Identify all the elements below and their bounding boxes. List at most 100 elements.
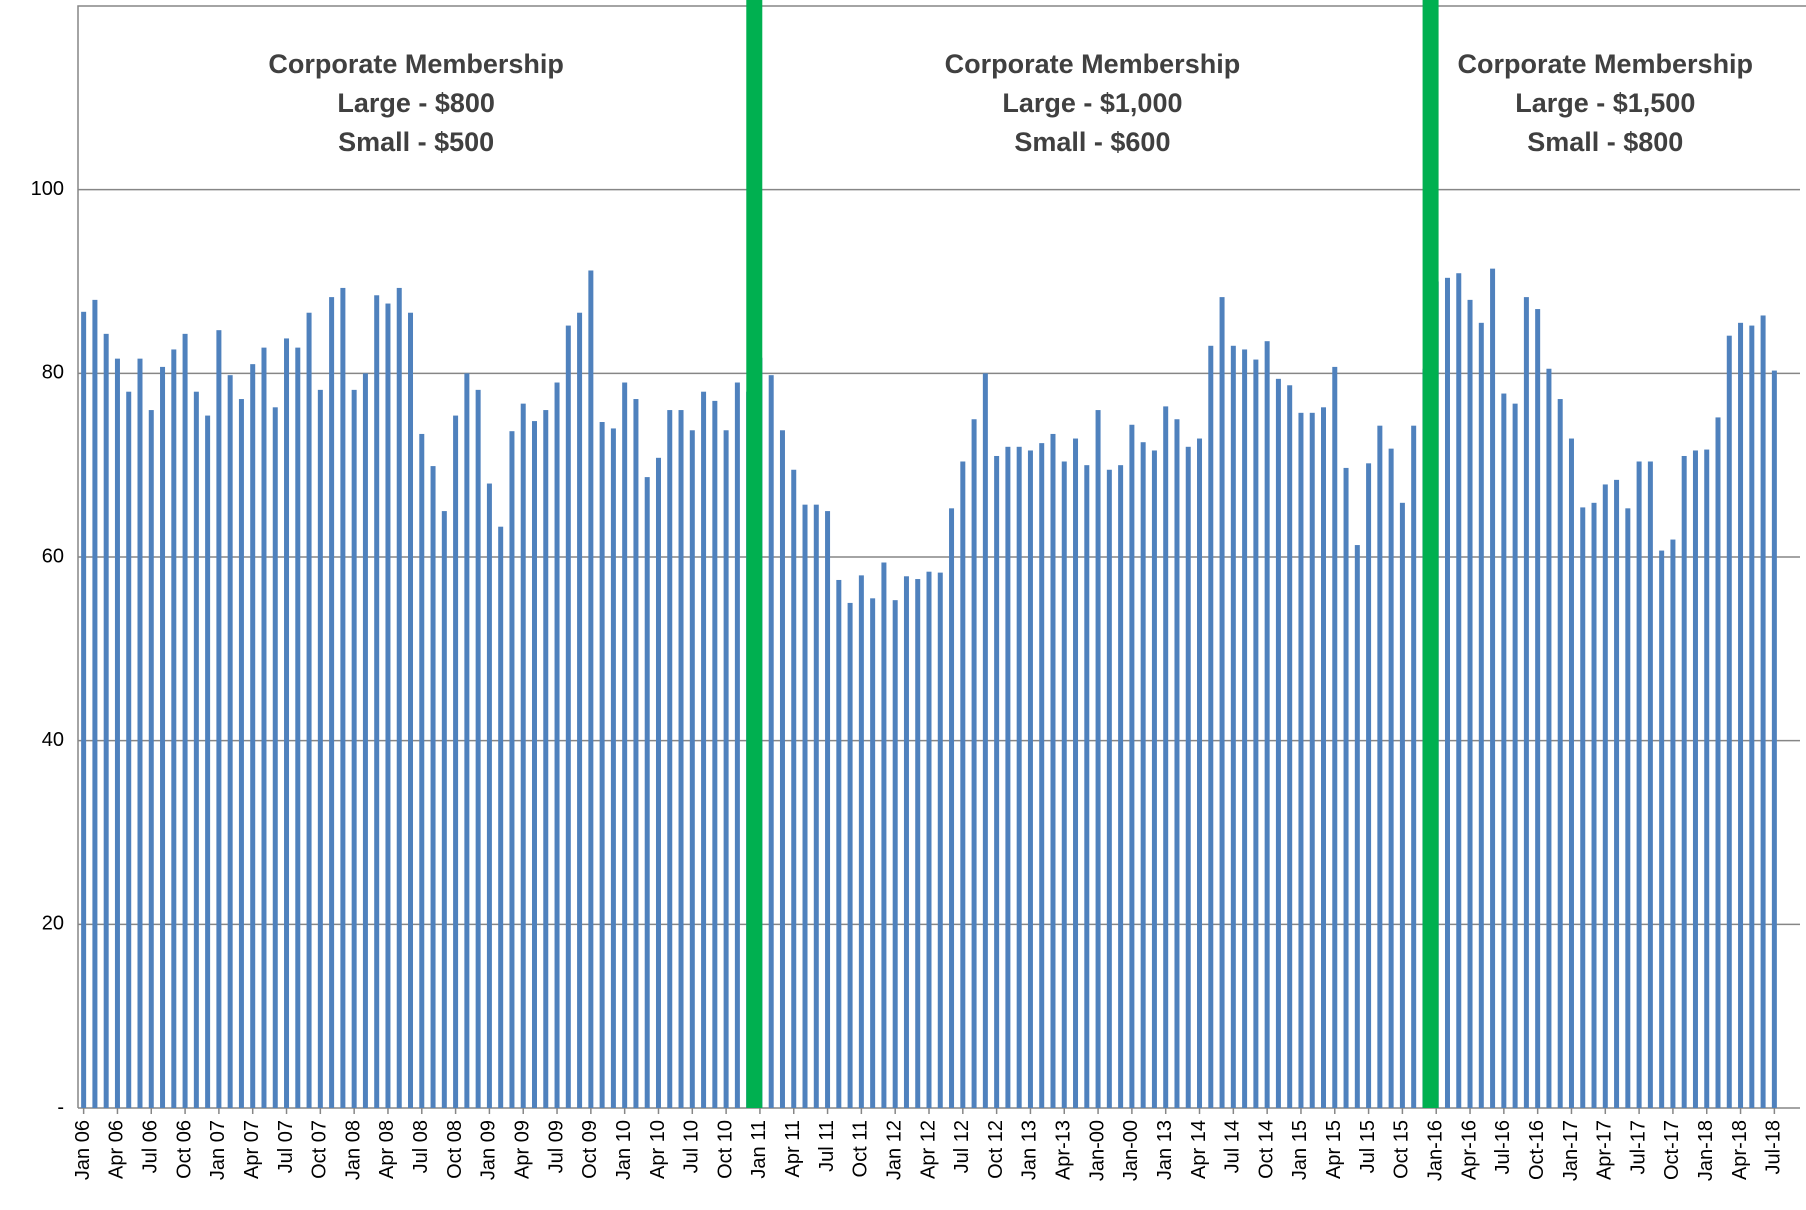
bar — [903, 576, 909, 1108]
bar — [1523, 297, 1529, 1108]
bar — [1388, 448, 1394, 1108]
x-tick-label: Jul 07 — [275, 1120, 297, 1173]
annotation: Large - $1,500 — [1515, 88, 1695, 118]
bar — [1106, 469, 1112, 1109]
x-tick-label: Jan-00 — [1086, 1120, 1108, 1181]
bar — [238, 399, 244, 1109]
divider — [746, 0, 763, 1108]
bar — [261, 347, 267, 1108]
x-tick-label: Apr 06 — [106, 1120, 128, 1179]
bar — [1715, 417, 1721, 1108]
bar — [1580, 507, 1586, 1108]
x-tick-label: Apr 07 — [241, 1120, 263, 1179]
bar — [588, 270, 594, 1109]
bar — [1546, 368, 1552, 1108]
x-tick-label: Jul 14 — [1222, 1120, 1244, 1173]
x-tick-label: Jul-16 — [1492, 1120, 1514, 1174]
bar — [81, 311, 87, 1108]
x-tick-label: Oct 09 — [579, 1120, 601, 1179]
bar — [915, 579, 921, 1108]
bar — [1140, 442, 1146, 1108]
bar — [430, 466, 436, 1109]
bar — [396, 287, 402, 1108]
bar — [205, 415, 211, 1108]
bar — [498, 526, 504, 1108]
x-tick-label: Jan-18 — [1695, 1120, 1717, 1181]
bar — [610, 428, 616, 1108]
bar — [1151, 450, 1157, 1108]
bar — [1501, 393, 1507, 1109]
bar — [1287, 385, 1293, 1108]
x-tick-label: Jan 09 — [478, 1120, 500, 1180]
bar — [1659, 550, 1665, 1108]
bar — [464, 373, 470, 1108]
bar — [306, 312, 312, 1108]
bar — [791, 469, 797, 1109]
x-tick-label: Jul 15 — [1357, 1120, 1379, 1173]
x-tick-label: Jan-16 — [1424, 1120, 1446, 1181]
bar — [1298, 412, 1304, 1108]
x-tick-label: Jan-17 — [1560, 1120, 1582, 1181]
bar — [689, 430, 695, 1108]
x-tick-label: Oct 08 — [444, 1120, 466, 1179]
annotation: Large - $800 — [337, 88, 495, 118]
annotation: Corporate Membership — [945, 49, 1241, 79]
bar — [408, 312, 414, 1108]
bar — [171, 349, 177, 1108]
bar — [1478, 322, 1484, 1108]
bar — [847, 602, 853, 1108]
annotation: Corporate Membership — [268, 49, 564, 79]
x-tick-label: Jan 11 — [748, 1120, 770, 1179]
bar — [1704, 449, 1710, 1108]
bar — [362, 373, 368, 1108]
divider — [1422, 0, 1439, 1108]
x-tick-label: Apr-18 — [1729, 1120, 1751, 1180]
y-tick-label: 100 — [31, 178, 64, 200]
bar — [160, 366, 166, 1108]
bar — [284, 338, 290, 1109]
bar — [1411, 425, 1417, 1108]
x-tick-label: Oct 10 — [714, 1120, 736, 1179]
bar — [148, 410, 154, 1109]
x-tick-label: Apr 08 — [376, 1120, 398, 1179]
bar — [870, 598, 876, 1108]
x-tick-label: Jul 12 — [951, 1120, 973, 1173]
bar — [531, 421, 537, 1108]
bar — [295, 347, 301, 1108]
bar — [723, 430, 729, 1108]
bar — [577, 312, 583, 1108]
bar — [836, 579, 842, 1108]
bar — [351, 389, 357, 1108]
x-tick-label: Jan 12 — [883, 1120, 905, 1180]
bar — [1050, 433, 1056, 1108]
bar — [227, 375, 233, 1108]
bar — [599, 422, 605, 1108]
bar — [1366, 463, 1372, 1109]
bar — [1490, 268, 1496, 1109]
bar — [1377, 425, 1383, 1108]
y-tick-label: 60 — [42, 545, 64, 567]
bar — [565, 325, 571, 1109]
bar — [509, 431, 515, 1108]
bar — [1163, 406, 1169, 1109]
bar — [655, 457, 661, 1108]
bar — [994, 455, 1000, 1108]
bar — [1061, 461, 1067, 1108]
x-tick-label: Jul 10 — [681, 1120, 703, 1173]
bar — [520, 403, 526, 1109]
bar — [768, 375, 774, 1108]
bar — [554, 382, 560, 1108]
bar — [1399, 502, 1405, 1108]
bar — [1568, 438, 1574, 1108]
bar — [1681, 455, 1687, 1108]
bar — [137, 358, 143, 1108]
x-tick-label: Oct 06 — [173, 1120, 195, 1179]
bar — [250, 364, 256, 1108]
x-tick-label: Apr-16 — [1458, 1120, 1480, 1180]
bar — [825, 511, 831, 1108]
bar — [1174, 419, 1180, 1108]
bar — [1512, 403, 1518, 1109]
bar — [1557, 399, 1563, 1109]
x-tick-label: Jan 06 — [72, 1120, 94, 1180]
